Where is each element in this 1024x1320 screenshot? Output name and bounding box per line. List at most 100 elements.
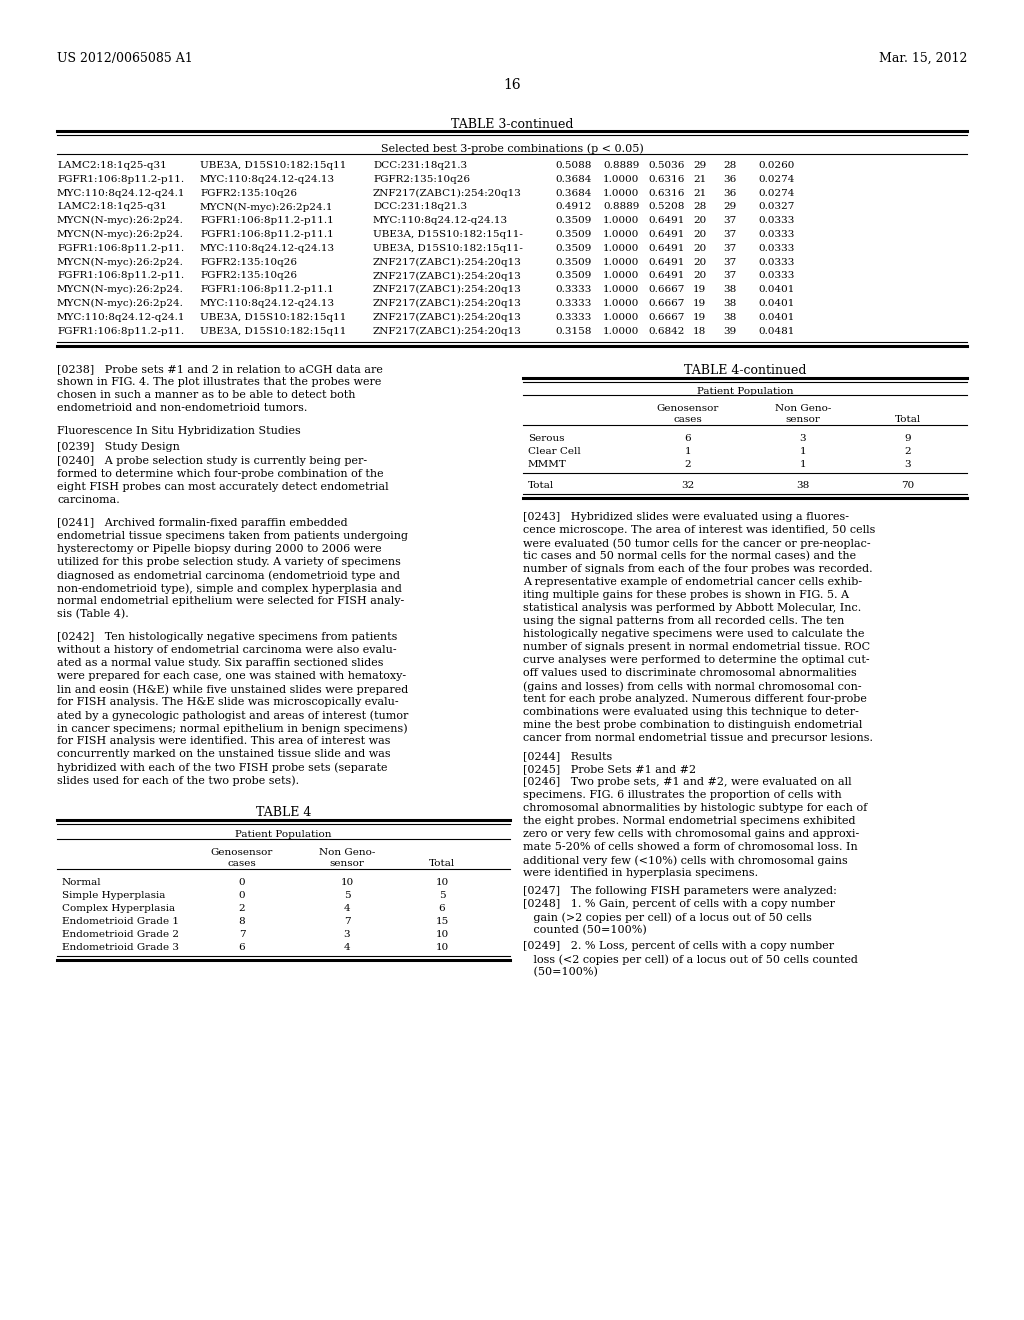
Text: Fluorescence In Situ Hybridization Studies: Fluorescence In Situ Hybridization Studi…	[57, 426, 301, 437]
Text: 0.3684: 0.3684	[555, 174, 592, 183]
Text: 20: 20	[693, 257, 707, 267]
Text: 0.6491: 0.6491	[648, 244, 684, 253]
Text: 0.0333: 0.0333	[758, 244, 795, 253]
Text: ZNF217(ZABC1):254:20q13: ZNF217(ZABC1):254:20q13	[373, 285, 522, 294]
Text: 29: 29	[693, 161, 707, 170]
Text: were evaluated (50 tumor cells for the cancer or pre-neoplас-: were evaluated (50 tumor cells for the c…	[523, 539, 870, 549]
Text: mine the best probe combination to distinguish endometrial: mine the best probe combination to disti…	[523, 721, 862, 730]
Text: 6: 6	[438, 904, 445, 913]
Text: counted (50=100%): counted (50=100%)	[523, 925, 647, 936]
Text: A representative example of endometrial cancer cells exhib-: A representative example of endometrial …	[523, 577, 862, 587]
Text: LAMC2:18:1q25-q31: LAMC2:18:1q25-q31	[57, 161, 167, 170]
Text: DCC:231:18q21.3: DCC:231:18q21.3	[373, 202, 467, 211]
Text: MYC:110:8q24.12-q24.13: MYC:110:8q24.12-q24.13	[200, 174, 335, 183]
Text: [0238]   Probe sets #1 and 2 in relation to aCGH data are: [0238] Probe sets #1 and 2 in relation t…	[57, 364, 383, 375]
Text: 37: 37	[723, 244, 736, 253]
Text: 37: 37	[723, 216, 736, 226]
Text: ZNF217(ZABC1):254:20q13: ZNF217(ZABC1):254:20q13	[373, 189, 522, 198]
Text: 2: 2	[904, 447, 911, 457]
Text: ZNF217(ZABC1):254:20q13: ZNF217(ZABC1):254:20q13	[373, 300, 522, 308]
Text: 19: 19	[693, 313, 707, 322]
Text: sensor: sensor	[330, 859, 365, 869]
Text: 0.6491: 0.6491	[648, 257, 684, 267]
Text: MYCN(N-myc):26:2p24.: MYCN(N-myc):26:2p24.	[57, 230, 184, 239]
Text: concurrently marked on the unstained tissue slide and was: concurrently marked on the unstained tis…	[57, 750, 390, 759]
Text: 0.6491: 0.6491	[648, 216, 684, 226]
Text: 0: 0	[239, 891, 246, 900]
Text: 0.3509: 0.3509	[555, 257, 592, 267]
Text: FGFR1:106:8p11.2-p11.: FGFR1:106:8p11.2-p11.	[57, 174, 184, 183]
Text: ZNF217(ZABC1):254:20q13: ZNF217(ZABC1):254:20q13	[373, 313, 522, 322]
Text: 38: 38	[723, 313, 736, 322]
Text: Selected best 3-probe combinations (p < 0.05): Selected best 3-probe combinations (p < …	[381, 143, 643, 153]
Text: 0.6842: 0.6842	[648, 326, 684, 335]
Text: number of signals from each of the four probes was recorded.: number of signals from each of the four …	[523, 565, 872, 574]
Text: 4: 4	[344, 944, 350, 953]
Text: 0.6667: 0.6667	[648, 313, 684, 322]
Text: 0.3158: 0.3158	[555, 326, 592, 335]
Text: 0.8889: 0.8889	[603, 202, 639, 211]
Text: UBE3A, D15S10:182:15q11: UBE3A, D15S10:182:15q11	[200, 326, 346, 335]
Text: Endometrioid Grade 2: Endometrioid Grade 2	[62, 931, 179, 940]
Text: 0.0401: 0.0401	[758, 285, 795, 294]
Text: 39: 39	[723, 326, 736, 335]
Text: 0.0333: 0.0333	[758, 230, 795, 239]
Text: 0.8889: 0.8889	[603, 161, 639, 170]
Text: 10: 10	[435, 944, 449, 953]
Text: slides used for each of the two probe sets).: slides used for each of the two probe se…	[57, 775, 299, 785]
Text: iting multiple gains for these probes is shown in FIG. 5. A: iting multiple gains for these probes is…	[523, 590, 849, 601]
Text: [0244]   Results: [0244] Results	[523, 751, 612, 762]
Text: [0248]   1. % Gain, percent of cells with a copy number: [0248] 1. % Gain, percent of cells with …	[523, 899, 835, 909]
Text: curve analyses were performed to determine the optimal cut-: curve analyses were performed to determi…	[523, 656, 869, 665]
Text: 0.0333: 0.0333	[758, 257, 795, 267]
Text: cases: cases	[227, 859, 256, 869]
Text: cence microscope. The area of interest was identified, 50 cells: cence microscope. The area of interest w…	[523, 525, 876, 536]
Text: 0.0274: 0.0274	[758, 174, 795, 183]
Text: FGFR2:135:10q26: FGFR2:135:10q26	[200, 272, 297, 280]
Text: 0.0260: 0.0260	[758, 161, 795, 170]
Text: specimens. FIG. 6 illustrates the proportion of cells with: specimens. FIG. 6 illustrates the propor…	[523, 791, 842, 800]
Text: ated as a normal value study. Six paraffin sectioned slides: ated as a normal value study. Six paraff…	[57, 659, 384, 668]
Text: 38: 38	[723, 285, 736, 294]
Text: Simple Hyperplasia: Simple Hyperplasia	[62, 891, 165, 900]
Text: Non Geno-: Non Geno-	[318, 849, 375, 858]
Text: MYC:110:8q24.12-q24.1: MYC:110:8q24.12-q24.1	[57, 189, 185, 198]
Text: 1: 1	[685, 447, 691, 457]
Text: [0240]   A probe selection study is currently being per-: [0240] A probe selection study is curren…	[57, 457, 368, 466]
Text: ZNF217(ZABC1):254:20q13: ZNF217(ZABC1):254:20q13	[373, 272, 522, 281]
Text: for FISH analysis were identified. This area of interest was: for FISH analysis were identified. This …	[57, 737, 390, 746]
Text: tic cases and 50 normal cells for the normal cases) and the: tic cases and 50 normal cells for the no…	[523, 552, 856, 562]
Text: cancer from normal endometrial tissue and precursor lesions.: cancer from normal endometrial tissue an…	[523, 734, 873, 743]
Text: [0239]   Study Design: [0239] Study Design	[57, 442, 180, 453]
Text: MYCN(N-myc):26:2p24.: MYCN(N-myc):26:2p24.	[57, 300, 184, 308]
Text: without a history of endometrial carcinoma were also evalu-: without a history of endometrial carcino…	[57, 645, 396, 656]
Text: FGFR1:106:8p11.2-p11.: FGFR1:106:8p11.2-p11.	[57, 244, 184, 253]
Text: 15: 15	[435, 917, 449, 927]
Text: off values used to discriminate chromosomal abnormalities: off values used to discriminate chromoso…	[523, 668, 857, 678]
Text: carcinoma.: carcinoma.	[57, 495, 120, 506]
Text: 0.6667: 0.6667	[648, 300, 684, 308]
Text: 28: 28	[723, 161, 736, 170]
Text: UBE3A, D15S10:182:15q11-: UBE3A, D15S10:182:15q11-	[373, 230, 523, 239]
Text: FGFR1:106:8p11.2-p11.: FGFR1:106:8p11.2-p11.	[57, 326, 184, 335]
Text: FGFR1:106:8p11.2-p11.: FGFR1:106:8p11.2-p11.	[57, 272, 184, 280]
Text: 10: 10	[435, 878, 449, 887]
Text: 1.0000: 1.0000	[603, 285, 639, 294]
Text: combinations were evaluated using this technique to deter-: combinations were evaluated using this t…	[523, 708, 859, 717]
Text: Total: Total	[528, 482, 554, 491]
Text: Normal: Normal	[62, 878, 101, 887]
Text: MYC:110:8q24.12-q24.13: MYC:110:8q24.12-q24.13	[200, 244, 335, 253]
Text: 1: 1	[800, 461, 806, 470]
Text: 70: 70	[901, 482, 914, 491]
Text: sis (Table 4).: sis (Table 4).	[57, 610, 129, 619]
Text: (50=100%): (50=100%)	[523, 968, 598, 978]
Text: chromosomal abnormalities by histologic subtype for each of: chromosomal abnormalities by histologic …	[523, 804, 867, 813]
Text: Clear Cell: Clear Cell	[528, 447, 581, 457]
Text: 2: 2	[685, 461, 691, 470]
Text: 0.3509: 0.3509	[555, 230, 592, 239]
Text: 1.0000: 1.0000	[603, 189, 639, 198]
Text: 1.0000: 1.0000	[603, 216, 639, 226]
Text: 0.3509: 0.3509	[555, 216, 592, 226]
Text: 0.3333: 0.3333	[555, 313, 592, 322]
Text: Genosensor: Genosensor	[656, 404, 719, 413]
